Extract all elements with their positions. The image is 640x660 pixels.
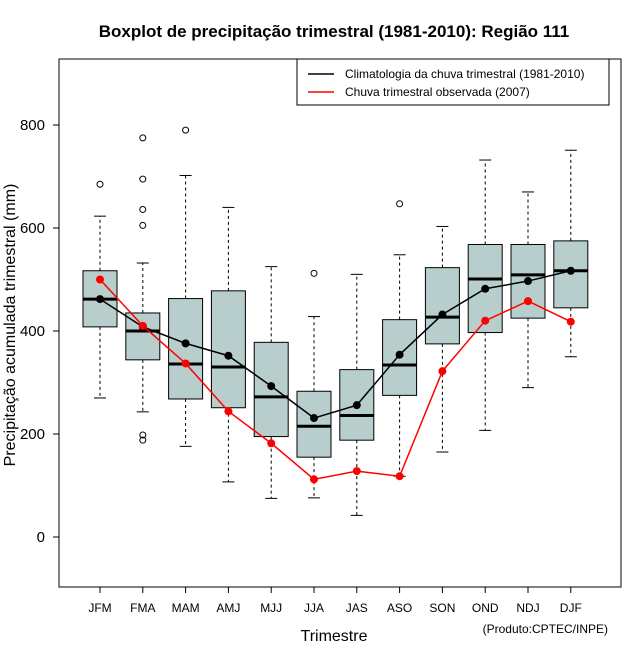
- outlier-point: [139, 221, 147, 229]
- observed-point: [395, 472, 404, 481]
- x-tick-label: JJA: [304, 601, 324, 615]
- outlier-point: [139, 175, 147, 183]
- box-JJA: [296, 269, 332, 499]
- x-tick-label: MAM: [172, 601, 200, 615]
- outlier-point: [139, 134, 147, 142]
- y-tick-label: 0: [37, 529, 45, 546]
- climatology-point: [566, 266, 575, 275]
- climatology-point: [181, 339, 190, 348]
- box-iqr: [424, 267, 460, 345]
- x-axis-label: Trimestre: [301, 628, 368, 645]
- box-DJF: [553, 149, 589, 358]
- observed-point: [96, 275, 104, 284]
- observed-point: [224, 407, 233, 416]
- y-axis-label: Precipitação acumulada trimestral (mm): [2, 184, 19, 467]
- climatology-point: [395, 350, 404, 359]
- climatology-line: [99, 270, 571, 419]
- x-tick-label: ASO: [387, 601, 412, 615]
- observed-point: [138, 321, 147, 330]
- x-tick-label: OND: [472, 601, 499, 615]
- box-NDJ: [510, 191, 546, 389]
- y-tick-label: 400: [20, 323, 45, 340]
- climatology-point: [310, 414, 318, 423]
- x-tick-label: AMJ: [216, 601, 240, 615]
- outlier-point: [139, 205, 147, 213]
- x-tick-label: SON: [429, 601, 455, 615]
- chart-title: Boxplot de precipitação trimestral (1981…: [99, 22, 570, 41]
- x-tick-label: FMA: [130, 601, 155, 615]
- y-axis: 0 200 400 600 800: [20, 117, 59, 546]
- box-JFM: [82, 180, 118, 399]
- observed-point: [181, 359, 190, 368]
- climatology-point: [267, 382, 276, 391]
- outlier-point: [310, 269, 318, 277]
- observed-point: [310, 475, 318, 484]
- observed-point: [524, 297, 532, 306]
- legend-label: Climatologia da chuva trimestral (1981-2…: [345, 67, 584, 81]
- climatology-point: [438, 310, 447, 319]
- climatology-point: [524, 277, 532, 286]
- climatology-point: [96, 295, 104, 304]
- x-axis: JFM FMA MAM AMJ MJJ JJA JAS ASO SON OND NDJ DJF: [88, 587, 582, 615]
- x-tick-label: DJF: [560, 601, 582, 615]
- box-iqr: [168, 298, 204, 400]
- plot-area: [82, 126, 589, 516]
- x-tick-label: NDJ: [516, 601, 539, 615]
- legend: Climatologia da chuva trimestral (1981-2…: [296, 58, 610, 106]
- observed-point: [566, 317, 575, 326]
- x-tick-label: JAS: [346, 601, 368, 615]
- legend-label: Chuva trimestral observada (2007): [345, 85, 530, 99]
- climatology-point: [352, 401, 361, 410]
- box-iqr: [296, 390, 332, 458]
- outlier-point: [182, 126, 190, 134]
- box-MAM: [168, 126, 204, 447]
- y-tick-label: 600: [20, 220, 45, 237]
- box-iqr: [210, 290, 246, 409]
- outlier-point: [96, 180, 104, 188]
- observed-point: [481, 316, 490, 325]
- box-AMJ: [210, 206, 246, 483]
- observed-point: [352, 467, 361, 476]
- y-tick-label: 800: [20, 117, 45, 134]
- y-tick-label: 200: [20, 426, 45, 443]
- x-tick-label: JFM: [88, 601, 111, 615]
- climatology-point: [481, 284, 490, 293]
- observed-point: [438, 367, 447, 376]
- box-FMA: [125, 134, 161, 444]
- observed-point: [267, 439, 276, 448]
- x-tick-label: MJJ: [260, 601, 282, 615]
- legend-box: [296, 58, 610, 106]
- box-ASO: [382, 200, 418, 477]
- outlier-point: [139, 431, 147, 439]
- box-JAS: [339, 273, 375, 516]
- outlier-point: [139, 436, 147, 444]
- observed-line: [99, 278, 572, 481]
- climatology-point: [224, 351, 233, 360]
- box-SON: [424, 225, 460, 453]
- outlier-point: [396, 200, 404, 208]
- credit-note: (Produto:CPTEC/INPE): [483, 622, 608, 636]
